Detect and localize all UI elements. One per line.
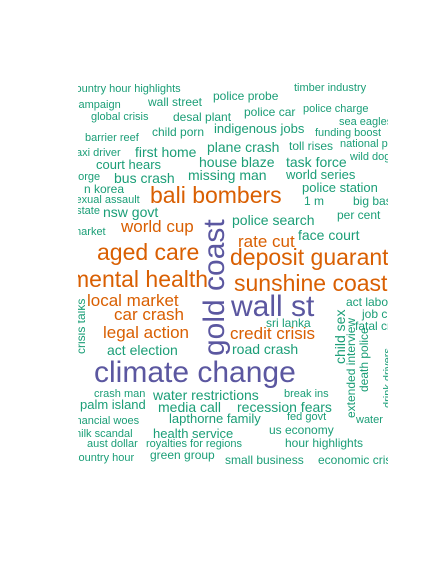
word-world-series: world series — [286, 167, 356, 182]
word-bus-crash: bus crash — [114, 170, 175, 186]
word-sexual-assault: sexual assault — [78, 194, 140, 206]
word-green-group: green group — [150, 448, 215, 462]
word-market: market — [78, 226, 106, 238]
word-aust-dollar: aust dollar — [87, 438, 138, 450]
word-media-call: media call — [158, 399, 222, 415]
word-mental-health: mental health — [78, 266, 209, 292]
word-health-service: health service — [153, 426, 234, 441]
word-bali-bombers: bali bombers — [150, 182, 282, 208]
word-road-crash: road crash — [232, 341, 299, 357]
word-hour-highlights: hour highlights — [285, 436, 364, 450]
word-police-probe: police probe — [213, 89, 279, 103]
word-lapthorne-family: lapthorne family — [169, 411, 261, 426]
word-death-police: death police — [357, 327, 371, 392]
word-local-market: local market — [87, 291, 179, 310]
word-big-bash: big bash — [353, 194, 388, 208]
word-car-crash: car crash — [114, 305, 184, 324]
word-palm-island: palm island — [80, 397, 146, 412]
word-campaign: campaign — [78, 99, 121, 111]
word-job-cuts: job cuts — [362, 307, 388, 321]
word-wild-dogs: wild dogs — [350, 151, 388, 163]
word-sunshine-coast: sunshine coast — [234, 270, 388, 296]
word-wall-st: wall st — [231, 290, 315, 323]
word-timber-industry: timber industry — [294, 82, 367, 94]
word-court-hears: court hears — [96, 157, 162, 172]
word-small-business: small business — [225, 453, 304, 467]
word-taxi-driver: taxi driver — [78, 147, 121, 159]
word-1-m: 1 m — [304, 194, 325, 208]
word-aged-care: aged care — [97, 239, 200, 265]
word-barrier-reef: barrier reef — [85, 132, 139, 144]
word-police-station: police station — [302, 180, 378, 195]
word-police-car: police car — [244, 105, 296, 119]
word-water-restrictions: water restrictions — [153, 387, 259, 403]
word-police-charge: police charge — [303, 103, 369, 115]
word-country-hour: country hour — [78, 452, 135, 464]
word-royalties-for-regions: royalties for regions — [146, 438, 242, 450]
word-national-park: national park — [340, 138, 388, 150]
word-funding-boost: funding boost — [315, 127, 382, 139]
word-legal-action: legal action — [103, 323, 190, 342]
word-n-korea: n korea — [84, 182, 125, 196]
word-world-cup: world cup — [121, 217, 194, 236]
word-missing-man: missing man — [188, 167, 267, 183]
word-water: water — [356, 414, 383, 426]
word-deposit-guarantee: deposit guarantee — [230, 244, 388, 270]
word-rate-cut: rate cut — [238, 232, 295, 251]
word-global-crisis: global crisis — [91, 111, 149, 123]
word-nsw-govt: nsw govt — [103, 204, 159, 220]
word-police-search: police search — [232, 212, 315, 228]
word-desal-plant: desal plant — [173, 110, 232, 124]
word-credit-crisis: credit crisis — [230, 324, 316, 343]
word-economic-crisis: economic crisis — [318, 453, 388, 467]
word-fed-govt: fed govt — [287, 411, 327, 423]
word-per-cent: per cent — [337, 208, 381, 222]
word-sea-eagles: sea eagles — [339, 116, 388, 128]
word-act-election: act election — [107, 342, 178, 358]
word-first-home: first home — [135, 144, 197, 160]
word-drink-drivers: drink drivers — [382, 348, 388, 408]
word-climate-change: climate change — [94, 356, 296, 389]
word-us-economy: us economy — [269, 423, 334, 437]
word-act-labor: act labor — [346, 295, 388, 309]
word-cloud-area: climate change wall st gold coast bali bomb… — [78, 80, 388, 470]
word-fatal-crash: fatal crash — [355, 319, 388, 333]
word-recession-fears: recession fears — [237, 399, 332, 415]
word-wall-street: wall street — [148, 95, 203, 109]
word-toll-rises: toll rises — [289, 139, 334, 153]
word-milk-scandal: milk scandal — [78, 428, 133, 440]
word-crash-man: crash man — [94, 388, 146, 400]
word-estate: estate — [78, 205, 100, 217]
word-face-court: face court — [298, 227, 360, 243]
word-child-porn: child porn — [152, 125, 205, 139]
word-country-hour-highlights: country hour highlights — [78, 83, 181, 95]
word-sri-lanka: sri lanka — [266, 316, 311, 330]
word-indigenous-jobs: indigenous jobs — [214, 121, 305, 136]
word-financial-woes: financial woes — [78, 415, 140, 427]
word-plane-crash: plane crash — [207, 139, 280, 155]
word-break-ins: break ins — [284, 388, 329, 400]
word-house-blaze: house blaze — [199, 154, 275, 170]
word-task-force: task force — [286, 154, 347, 170]
word-crisis-talks: crisis talks — [78, 298, 88, 354]
